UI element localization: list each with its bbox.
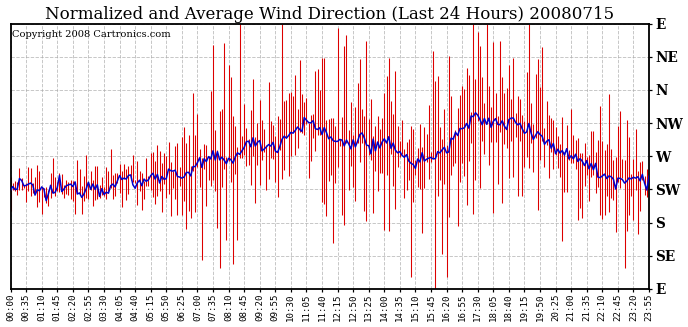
Text: Copyright 2008 Cartronics.com: Copyright 2008 Cartronics.com bbox=[12, 30, 171, 39]
Title: Normalized and Average Wind Direction (Last 24 Hours) 20080715: Normalized and Average Wind Direction (L… bbox=[45, 6, 614, 23]
